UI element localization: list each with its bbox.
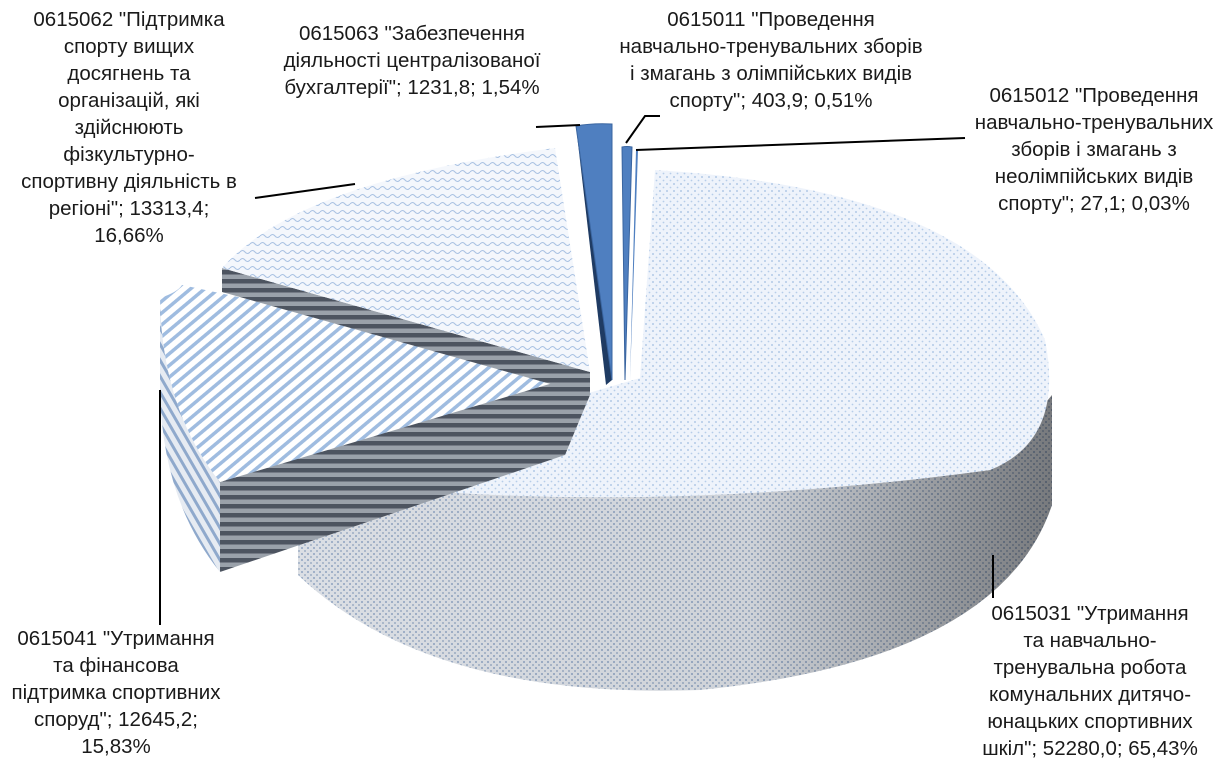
label-line: тренувальна робота xyxy=(993,656,1187,679)
label-line: регіоні"; 13313,4; xyxy=(48,197,210,220)
slice-0615041 xyxy=(160,285,590,572)
slice-0615011 xyxy=(621,146,633,381)
slice-0615041-top xyxy=(160,285,590,482)
label-line: спорту вищих xyxy=(63,35,195,58)
label-line: зборів і змагань з xyxy=(1011,138,1177,161)
label-line: спорту"; 403,9; 0,51% xyxy=(669,89,873,112)
slice-0615062-side xyxy=(222,268,590,395)
slice-0615011-top xyxy=(621,146,633,381)
label-line: здійснюють xyxy=(74,116,184,139)
slice-0615062-top xyxy=(222,148,590,372)
label-line: 15,83% xyxy=(81,735,151,758)
slice-0615012-top xyxy=(630,150,638,380)
slice-0615031-top xyxy=(298,170,1050,498)
label-line: 0615041 "Утримання xyxy=(17,627,215,650)
slice-0615031 xyxy=(298,170,1052,691)
label-line: навчально-тренувальних xyxy=(974,111,1214,134)
label-line: спорту"; 27,1; 0,03% xyxy=(998,192,1190,215)
label-line: та навчально- xyxy=(1023,629,1157,652)
leader-0615011 xyxy=(625,115,660,144)
label-line: досягнень та xyxy=(67,62,191,85)
leader-0615063 xyxy=(535,124,581,128)
label-line: юнацьких спортивних xyxy=(987,710,1193,733)
slice-0615063-top xyxy=(575,123,613,381)
label-0615011: 0615011 "Проведення навчально-тренувальни… xyxy=(610,6,932,114)
label-line: навчально-тренувальних зборів xyxy=(619,35,923,58)
label-line: і змагань з олімпійських видів xyxy=(629,62,913,85)
label-line: підтримка спортивних xyxy=(11,681,221,704)
label-line: споруд"; 12645,2; xyxy=(34,708,198,731)
label-line: 0615062 "Підтримка xyxy=(33,8,225,31)
leader-0615012 xyxy=(635,137,966,151)
label-0615063: 0615063 "Забезпечення діяльності централі… xyxy=(262,20,562,101)
slice-0615063 xyxy=(575,123,613,385)
label-0615012: 0615012 "Проведення навчально-тренувальни… xyxy=(960,82,1228,217)
leader-lines xyxy=(159,115,994,625)
label-0615041: 0615041 "Утримання та фінансова підтримка … xyxy=(0,625,232,760)
slice-0615062 xyxy=(222,148,590,395)
label-line: неолімпійських видів xyxy=(994,165,1194,188)
label-0615062: 0615062 "Підтримка спорту вищих досягнень … xyxy=(0,6,258,249)
slice-0615041-side-outer xyxy=(160,298,220,572)
label-line: 0615031 "Утримання xyxy=(991,602,1189,625)
label-line: спортивну діяльність в xyxy=(21,170,237,193)
slice-0615012 xyxy=(630,150,638,380)
label-line: організацій, які xyxy=(58,89,200,112)
label-line: бухгалтерії"; 1231,8; 1,54% xyxy=(284,76,540,99)
label-line: шкіл"; 52280,0; 65,43% xyxy=(982,737,1198,760)
label-line: 16,66% xyxy=(94,224,164,247)
slice-0615041-side-cut xyxy=(220,372,590,572)
label-line: фізкультурно- xyxy=(63,143,195,166)
label-line: 0615011 "Проведення xyxy=(667,8,875,31)
label-line: 0615063 "Забезпечення xyxy=(298,22,526,45)
label-line: та фінансова xyxy=(53,654,179,677)
label-0615031: 0615031 "Утримання та навчально-тренуваль… xyxy=(948,600,1232,762)
leader-0615062 xyxy=(254,183,356,199)
label-line: 0615012 "Проведення xyxy=(989,84,1199,107)
label-line: діяльності централізованої xyxy=(283,49,541,72)
label-line: комунальних дитячо- xyxy=(988,683,1192,706)
